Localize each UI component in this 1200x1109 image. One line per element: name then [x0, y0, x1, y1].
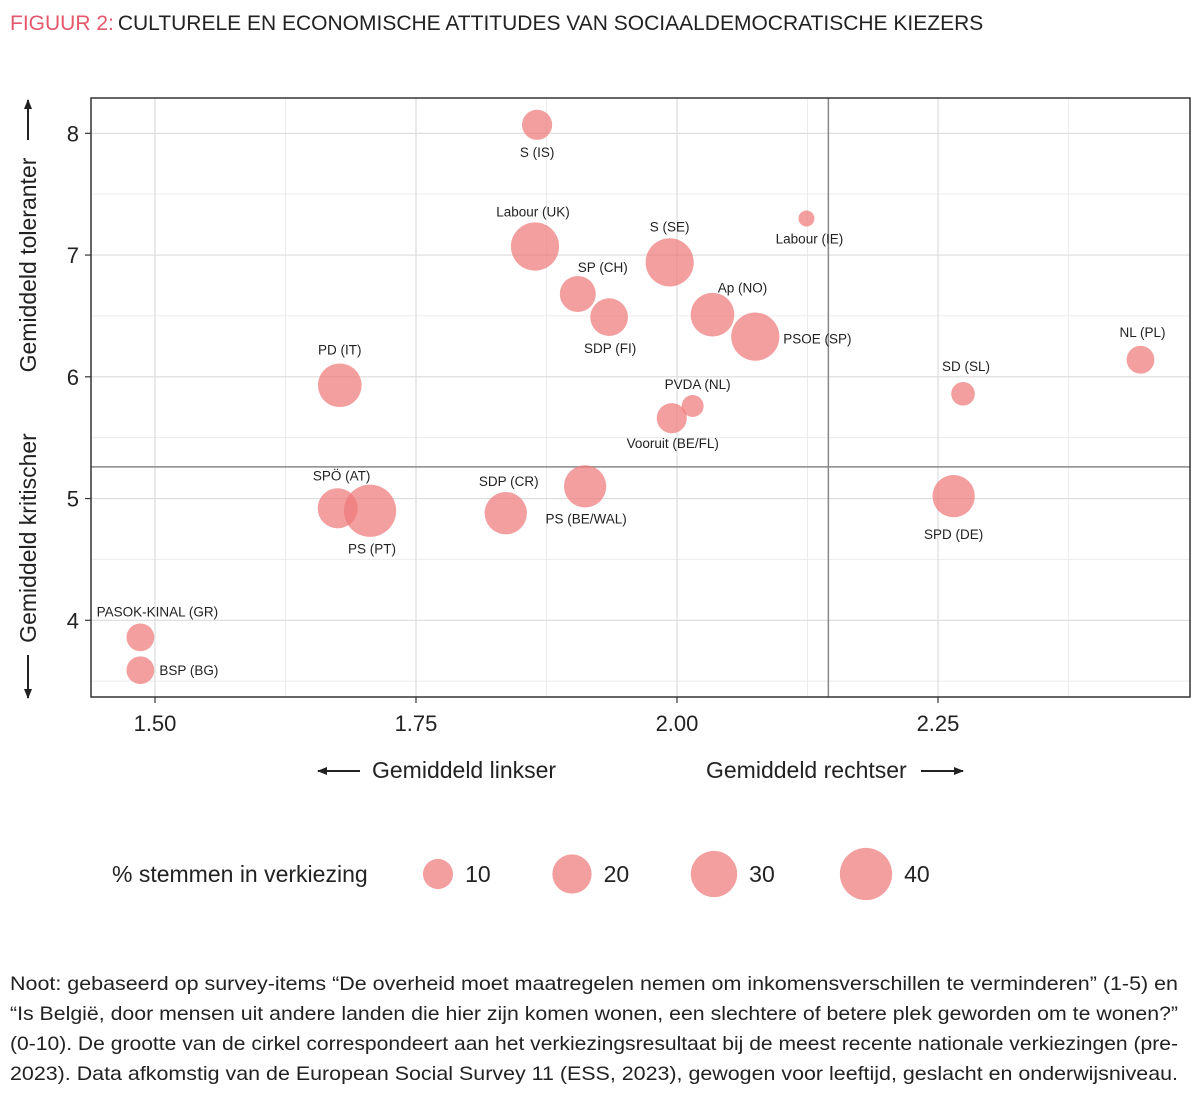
bubble-label: PASOK-KINAL (GR) — [97, 604, 219, 619]
y-label-bottom: Gemiddeld kritischer — [15, 433, 41, 643]
note-line: Noot: gebaseerd op survey-items “De over… — [10, 973, 1178, 995]
bubble-label: PS (PT) — [348, 542, 396, 557]
bubble-label: BSP (BG) — [159, 663, 218, 678]
legend-bubble — [552, 854, 592, 894]
note-line: (0-10). De grootte van de cirkel corresp… — [10, 1033, 1178, 1055]
bubble-label: Labour (IE) — [776, 232, 844, 247]
legend-bubble — [690, 850, 738, 898]
y-label-top: Gemiddeld toleranter — [15, 157, 41, 372]
legend-bubble — [839, 847, 893, 901]
bubble — [510, 222, 560, 271]
y-tick-label: 5 — [67, 487, 79, 512]
bubble — [798, 210, 815, 227]
y-tick-label: 4 — [67, 608, 79, 633]
bubble — [731, 312, 780, 361]
bubble-label: PS (BE/WAL) — [545, 511, 626, 526]
bubble — [590, 298, 628, 336]
x-tick-label: 1.50 — [134, 711, 177, 736]
bubble-label: S (IS) — [520, 145, 555, 160]
bubble — [951, 382, 975, 406]
note-line: 2023). Data afkomstig van de European So… — [10, 1063, 1178, 1085]
bubble — [932, 474, 975, 518]
y-tick-label: 6 — [67, 365, 79, 390]
x-label-left: Gemiddeld linkser — [372, 757, 556, 783]
note: Noot: gebaseerd op survey-items “De over… — [10, 973, 1178, 1085]
bubble — [317, 363, 362, 408]
x-tick-label: 2.25 — [917, 711, 960, 736]
bubble — [484, 492, 527, 535]
bubble — [690, 292, 735, 337]
plot: 1.50 1.75 2.00 2.25 4 5 6 7 8 S (IS) Labour (UK) S … — [67, 97, 1191, 736]
bubble-label: SDP (CR) — [479, 474, 539, 489]
bubble-label: SDP (FI) — [584, 341, 636, 356]
legend-label: 20 — [604, 861, 630, 887]
legend-label: 40 — [904, 861, 930, 887]
plot-frame — [90, 97, 1191, 698]
bubble-label: SPÖ (AT) — [313, 468, 371, 483]
x-tick-label: 2.00 — [656, 711, 699, 736]
bubble-label: SD (SL) — [942, 359, 990, 374]
bubble — [126, 656, 155, 685]
bubble-label: S (SE) — [650, 219, 690, 234]
bubble — [563, 465, 607, 508]
title: FIGUUR 2: CULTURELE EN ECONOMISCHE ATTITU… — [10, 12, 983, 35]
legend-title: % stemmen in verkiezing — [112, 861, 368, 887]
title-text: CULTURELE EN ECONOMISCHE ATTITUDES VAN S… — [118, 12, 983, 35]
bubble — [645, 238, 694, 287]
bubble-label: PSOE (SP) — [783, 332, 851, 347]
legend-label: 10 — [465, 861, 491, 887]
bubble-label: Labour (UK) — [496, 205, 570, 220]
bubble-label: Vooruit (BE/FL) — [627, 436, 719, 451]
y-tick-label: 7 — [67, 243, 79, 268]
bubble-label: PD (IT) — [318, 342, 362, 357]
bubble-label: Ap (NO) — [718, 281, 768, 296]
bubble-label: SPD (DE) — [924, 527, 983, 542]
bubble — [559, 276, 596, 313]
bubble — [681, 395, 704, 418]
x-tick-label: 1.75 — [395, 711, 438, 736]
bubble — [522, 109, 553, 140]
y-tick-label: 8 — [67, 121, 79, 146]
bubble — [1126, 345, 1155, 374]
bubble — [343, 484, 397, 537]
note-line: “Is België, door mensen uit andere lande… — [10, 1003, 1178, 1025]
legend-label: 30 — [749, 861, 775, 887]
legend: 10 20 30 40 — [422, 847, 930, 901]
bubble — [126, 623, 155, 652]
bubble-label: PVDA (NL) — [665, 377, 731, 392]
x-label-right: Gemiddeld rechtser — [706, 757, 907, 783]
title-prefix: FIGUUR 2: — [10, 12, 114, 35]
bubble-label: NL (PL) — [1120, 325, 1166, 340]
bubble-label: SP (CH) — [578, 260, 628, 275]
bubble — [656, 403, 687, 434]
legend-bubble — [422, 858, 454, 890]
